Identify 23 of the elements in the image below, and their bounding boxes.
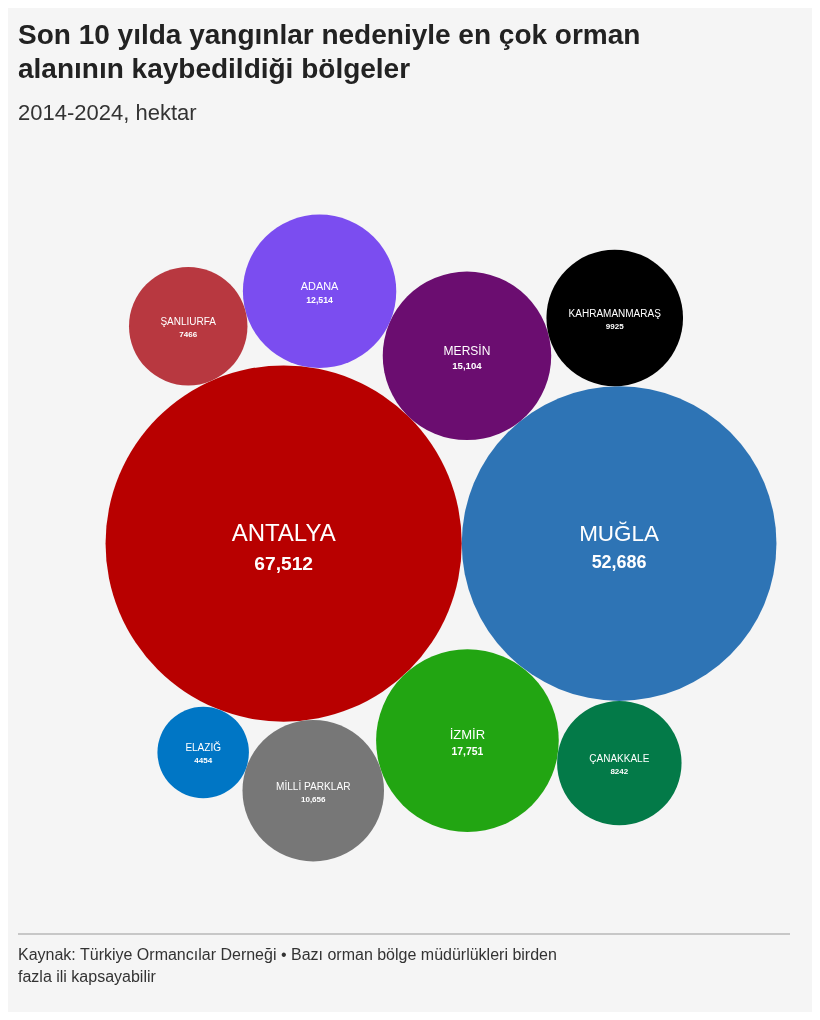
data-label: 52,686 bbox=[591, 552, 647, 573]
data-label: 8242 bbox=[610, 767, 629, 777]
category-label: ELAZIĞ bbox=[185, 741, 222, 754]
data-label: 10,656 bbox=[300, 794, 327, 804]
data-label: 9925 bbox=[605, 321, 625, 331]
data-label: 67,512 bbox=[254, 552, 313, 574]
text: 2014-2024, hektar bbox=[18, 100, 197, 125]
category-label: İZMİR bbox=[449, 727, 486, 743]
data-label: 12,514 bbox=[306, 295, 334, 306]
text: Son 10 yılda yangınlar nedeniyle en çok orman alanının kaybedildiği bölgeler bbox=[18, 19, 641, 84]
data-label: 7466 bbox=[179, 330, 198, 340]
data-label: 15,104 bbox=[452, 360, 483, 372]
category-label: ANTALYA bbox=[231, 519, 336, 547]
category-label: KAHRAMANMARAŞ bbox=[568, 307, 662, 319]
text: Kaynak: Türkiye Ormancılar Derneği • Bazı orman bölge müdürlükleri birden fazla ili kapsayabilir bbox=[18, 946, 557, 985]
data-label: 4454 bbox=[194, 756, 213, 766]
category-label: ADANA bbox=[300, 280, 340, 293]
category-label: MİLLİ PARKLAR bbox=[276, 779, 351, 792]
data-label: 17,751 bbox=[451, 745, 484, 757]
category-label: MUĞLA bbox=[579, 521, 660, 547]
category-label: ÇANAKKALE bbox=[589, 753, 650, 765]
category-label: MERSİN bbox=[443, 343, 491, 358]
category-label: ŞANLIURFA bbox=[160, 316, 217, 328]
